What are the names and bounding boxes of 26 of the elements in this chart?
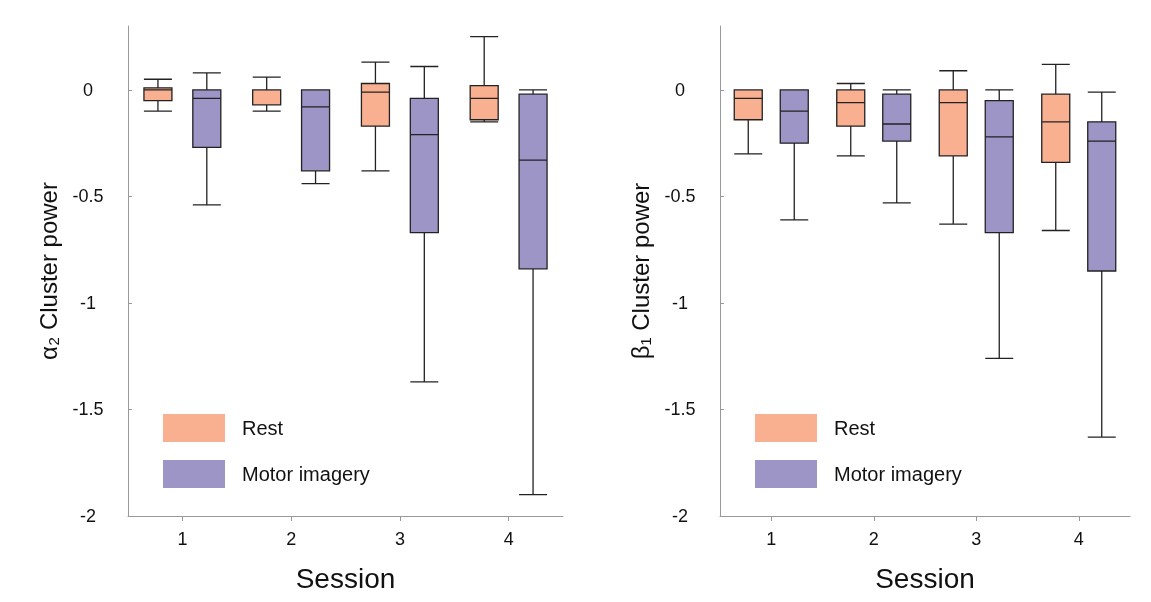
x-tick-label: 3 bbox=[394, 529, 405, 549]
legend-label: Rest bbox=[242, 417, 284, 439]
y-tick-label: -1.5 bbox=[72, 399, 104, 420]
x-tick-label: 1 bbox=[766, 529, 777, 549]
y-tick-label: -1 bbox=[79, 292, 97, 313]
y-tick-label: -0.5 bbox=[664, 186, 696, 207]
y-tick-label: 0 bbox=[82, 79, 94, 100]
legend-label: Motor imagery bbox=[242, 463, 370, 485]
y-tick-label: -0.5 bbox=[72, 186, 104, 207]
x-tick-label: 4 bbox=[503, 529, 514, 549]
x-tick-label: 3 bbox=[971, 529, 982, 549]
y-axis-title: α₂ Cluster power bbox=[34, 182, 62, 360]
x-tick-label: 2 bbox=[286, 529, 297, 549]
y-tick-label: 0 bbox=[674, 79, 686, 100]
legend-label: Motor imagery bbox=[834, 463, 962, 485]
x-tick-label: 2 bbox=[868, 529, 879, 549]
x-axis-title: Session bbox=[295, 562, 396, 594]
legend-label: Rest bbox=[834, 417, 876, 439]
x-tick-label: 1 bbox=[177, 529, 188, 549]
y-tick-label: -1.5 bbox=[664, 399, 696, 420]
y-axis-title: β₁ Cluster power bbox=[626, 182, 654, 360]
x-axis-title: Session bbox=[875, 562, 975, 594]
y-tick-label: -1 bbox=[671, 292, 689, 313]
x-tick-label: 4 bbox=[1073, 529, 1084, 549]
y-tick-label: -2 bbox=[671, 506, 689, 526]
y-tick-label: -2 bbox=[79, 506, 97, 526]
